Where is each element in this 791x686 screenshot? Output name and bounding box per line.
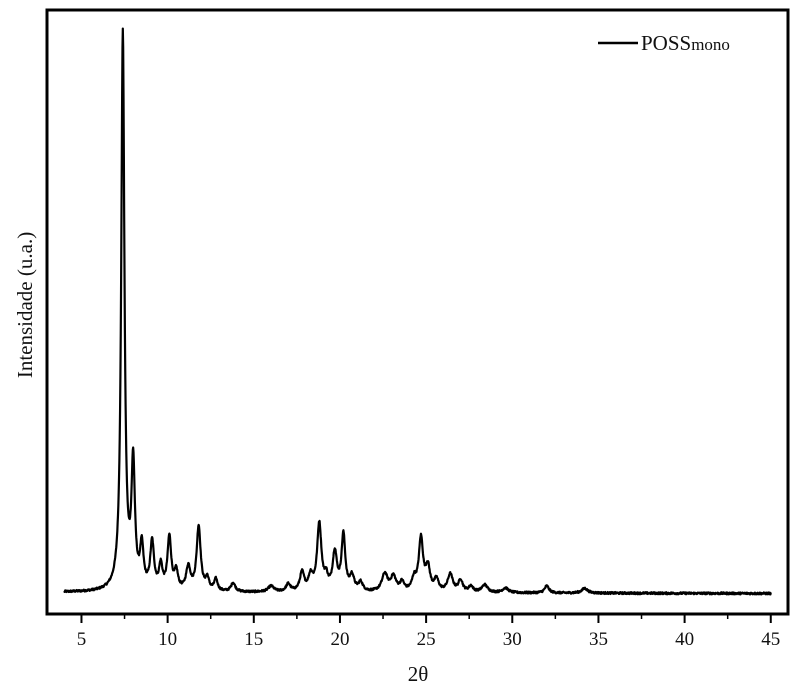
x-tick-label: 45 — [761, 629, 780, 650]
y-axis-title: Intensidade (u.a.) — [13, 232, 37, 378]
legend-label-main: POSS — [641, 31, 691, 55]
x-tick-label: 5 — [77, 629, 87, 650]
x-tick-label: 15 — [244, 629, 263, 650]
x-tick-label: 30 — [503, 629, 522, 650]
x-axis-title: 2θ — [408, 662, 429, 686]
x-tick-label: 35 — [589, 629, 608, 650]
plot-border — [45, 8, 790, 616]
legend-label: POSSmono — [641, 31, 730, 55]
plot-frame — [45, 8, 790, 616]
series-line-possmono — [63, 27, 772, 596]
x-tick-label: 25 — [417, 629, 436, 650]
x-tick-label: 20 — [330, 629, 349, 650]
x-tick-label: 10 — [158, 629, 177, 650]
x-axis-ticks: 5 10 15 20 25 30 35 40 45 — [77, 614, 780, 650]
x-tick-label: 40 — [675, 629, 694, 650]
legend: POSSmono — [598, 31, 730, 55]
legend-label-sub: mono — [691, 35, 730, 54]
series-layer — [63, 27, 772, 596]
